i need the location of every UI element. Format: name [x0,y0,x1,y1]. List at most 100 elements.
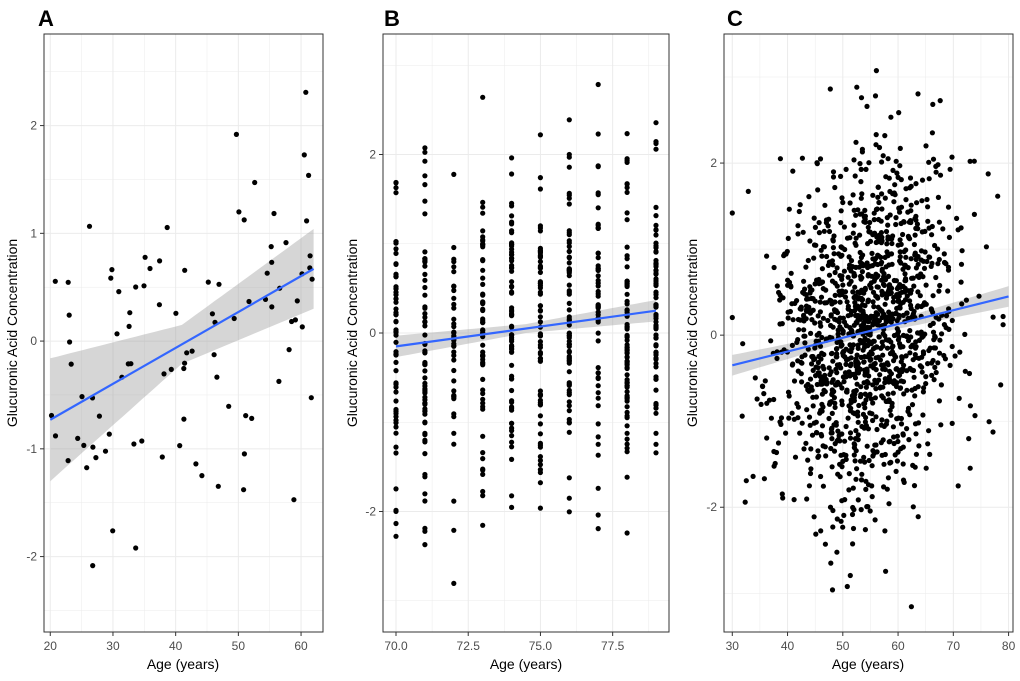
panel-b-data-point [566,117,572,123]
panel-c-data-point [929,372,935,378]
panel-b-data-point [480,306,486,312]
panel-c-data-point [867,316,873,322]
panel-b-data-point [480,471,486,477]
panel-c-data-point [830,262,836,268]
panel-c-data-point [872,230,878,236]
panel-b-data-point [653,139,659,145]
panel-b-data-point [537,505,544,511]
panel-c-data-point [911,308,917,314]
panel-c-data-point [798,304,804,310]
panel-c-data-point [925,441,931,447]
panel-c-data-point [842,370,849,376]
panel-a-data-point [289,318,295,325]
panel-a-data-point [84,465,90,471]
panel-c-data-point [826,415,832,422]
panel-c-data-point [866,457,872,464]
panel-c-data-point [857,161,863,167]
panel-c-data-point [813,429,820,436]
panel-c-data-point [818,528,824,534]
panel-b-data-point [595,192,601,198]
panel-c-data-point [901,479,907,485]
panel-c-data-point [848,278,854,284]
panel-b-data-point [509,405,515,411]
panel-c-data-point [966,370,973,377]
panel-b-data-point [451,498,457,504]
panel-c-data-point [812,298,818,304]
panel-a-data-point [142,254,148,260]
panel-c-x-axis-title: Age (years) [832,656,904,672]
panel-c-data-point [870,448,876,454]
panel-c-data-point [876,144,883,151]
panel-c-data-point [932,345,939,351]
panel-b-data-point [653,441,659,447]
panel-a-x-tick-label: 40 [169,639,183,653]
panel-b-data-point [653,376,659,382]
panel-c-data-point [829,390,836,396]
panel-a-data-point [241,487,247,493]
panel-c-data-point [926,176,932,182]
panel-c-data-point [879,417,885,423]
panel-b-data-point [480,228,486,234]
panel-a-data-point [182,360,188,366]
panel-b-data-point [393,306,399,312]
panel-c-data-point [801,327,807,333]
panel-c-frame [723,33,1014,633]
panel-c-data-point [772,460,778,467]
panel-b-data-point [595,330,601,336]
panel-c-data-point [879,159,885,165]
panel-c-data-point [890,390,896,396]
panel-c-data-point [883,337,889,343]
panel-a-frame [43,33,324,633]
panel-c-data-point [915,91,921,97]
panel-b-data-point [509,420,515,426]
panel-c-data-point [807,422,813,428]
panel-a-y-tick-label: 0 [30,334,37,348]
panel-b-data-point [393,274,399,280]
panel-c-data-point [901,391,907,397]
panel-c-data-point [889,404,895,410]
panel-b-data-point [566,201,572,207]
panel-c-data-point [844,299,850,305]
panel-c-data-point [820,315,827,321]
panel-c-data-point [933,274,939,281]
panel-a-data-point [189,348,195,354]
panel-c-data-point [918,271,924,277]
panel-a-data-point [168,366,174,372]
panel-c-data-point [804,407,810,413]
panel-c-data-point [913,265,920,271]
panel-a-data-point [299,324,305,330]
panel-b: B 70.0 72.5 75.0 77.5 -2 0 2 Age (years) Gluc… [344,6,670,672]
panel-c-data-point [888,251,895,257]
panel-b-data-point [566,495,572,501]
panel-c-data-point [913,431,919,437]
panel-b-data-point [653,232,659,238]
panel-c-data-point [813,338,819,344]
panel-c-data-point [879,314,885,321]
panel-c-data-point [811,255,817,261]
panel-b-data-point [653,450,659,456]
panel-b-data-point [653,120,659,126]
panel-c-data-point [958,279,964,285]
panel-c-data-point [858,477,865,483]
panel-a-data-point [133,284,139,290]
panel-c-data-point [849,345,855,351]
panel-c-data-point [835,428,841,434]
panel-c-data-point [853,235,859,241]
panel-c-x-tick-label: 30 [726,639,740,653]
panel-b-data-point [422,491,428,497]
panel-c-data-point [841,379,847,385]
panel-c-data-point [807,376,814,382]
panel-c-data-point [896,372,903,378]
panel-b-data-point [509,203,515,209]
panel-b-x-tick-label: 70.0 [384,639,408,653]
panel-c-data-point [883,317,889,323]
panel-b-data-point [509,349,515,355]
panel-b-data-point [566,369,572,375]
panel-c-data-point [872,360,878,367]
panel-b-data-point [595,485,601,491]
panel-b-data-point [653,282,659,288]
panel-a-y-axis-title: Glucuronic Acid Concentration [4,239,20,427]
panel-c-data-point [828,322,834,329]
panel-b-data-point [624,449,630,455]
panel-c-data-point [796,208,802,215]
